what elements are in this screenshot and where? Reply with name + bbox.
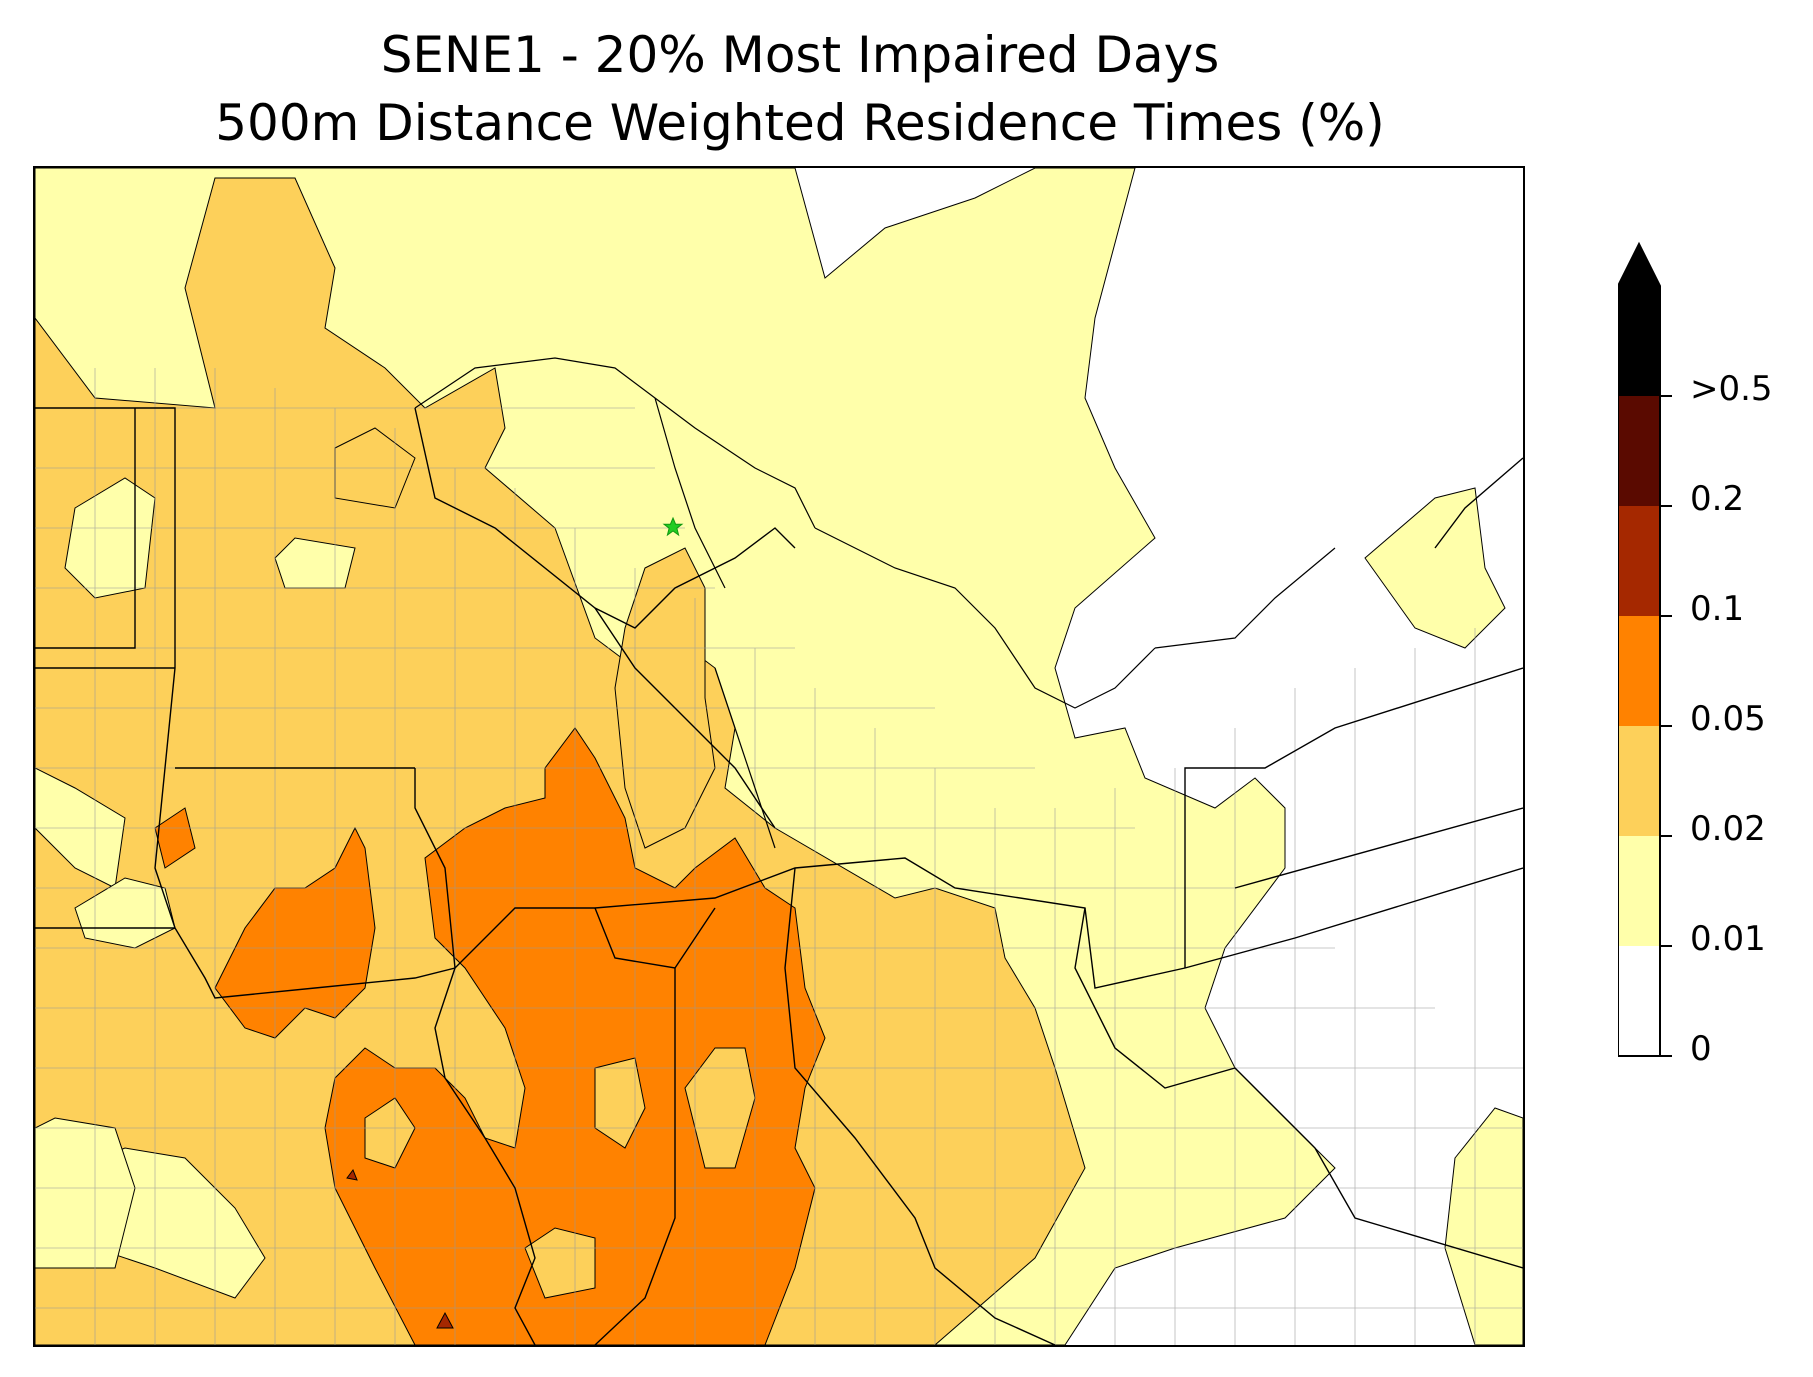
site-marker-star: [662, 516, 684, 537]
county-boundaries: [35, 368, 1523, 1345]
contour-0.1-b: [346, 1168, 358, 1181]
colorbar-tick-label: 0.05: [1690, 699, 1766, 739]
contour-0.01-east: [1364, 487, 1506, 649]
colorbar-segment-0: [1618, 946, 1660, 1056]
colorbar: [1618, 241, 1672, 1057]
colorbar-tick-label: 0.1: [1690, 589, 1745, 629]
colorbar-tick-label: 0.2: [1690, 479, 1745, 519]
colorbar-segment-3: [1618, 616, 1660, 726]
colorbar-tick-label: >0.5: [1690, 369, 1773, 409]
state-boundaries: [35, 407, 1523, 1345]
colorbar-extend-arrow: [1618, 244, 1660, 286]
colorbar-tick-label: 0.02: [1690, 809, 1766, 849]
contour-0.05-nw: [154, 807, 196, 869]
colorbar-segment-2: [1618, 726, 1660, 836]
chart-title-line1: SENE1 - 20% Most Impaired Days: [380, 26, 1220, 84]
colorbar-segment-4: [1618, 506, 1660, 616]
shorelines: [414, 357, 1336, 849]
colorbar-tick-label: 0.01: [1690, 919, 1766, 959]
colorbar-tick-label: 0: [1690, 1029, 1712, 1069]
residence-time-map: [33, 166, 1525, 1347]
contour-0.02-hole-4: [364, 1097, 416, 1169]
chart-title-line2: 500m Distance Weighted Residence Times (…: [215, 94, 1385, 152]
contour-0.01-hole-3: [274, 537, 356, 589]
colorbar-segment-5: [1618, 396, 1660, 506]
colorbar-segment-1: [1618, 836, 1660, 946]
contour-0.02-hole-3: [524, 1227, 596, 1299]
colorbar-outline: [1618, 241, 1661, 1057]
colorbar-segment-top: [1618, 286, 1660, 396]
contour-0.1-a: [436, 1311, 454, 1329]
